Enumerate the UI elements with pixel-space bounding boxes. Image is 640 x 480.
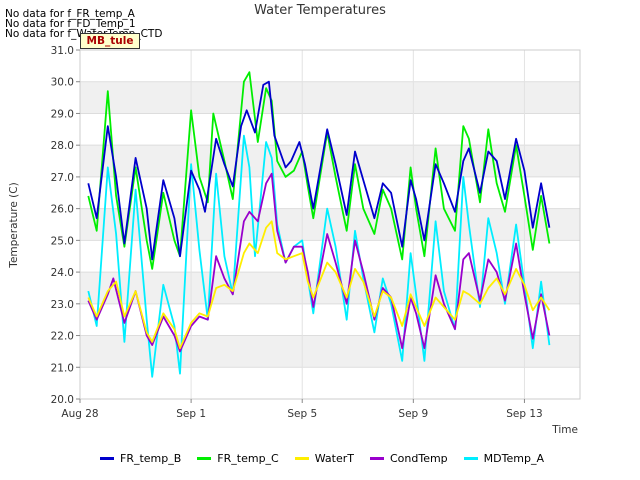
legend-label: MDTemp_A — [483, 452, 544, 465]
series-line-mdtemp-a — [87, 134, 551, 378]
legend-item: FR_temp_C — [197, 452, 279, 465]
x-tick-label: Sep 13 — [506, 408, 543, 420]
y-axis-label: Temperature (C) — [8, 182, 20, 268]
legend-swatch — [463, 457, 478, 460]
legend-swatch — [100, 457, 114, 460]
y-tick-label: 30.0 — [51, 77, 74, 89]
y-tick-label: 20.0 — [51, 394, 74, 406]
y-tick-label: 31.0 — [51, 45, 74, 57]
legend-item: CondTemp — [369, 452, 448, 465]
legend-label: FR_temp_C — [217, 452, 279, 465]
y-tick-label: 24.0 — [51, 267, 74, 279]
series-line-fr-temp-b — [87, 80, 551, 261]
legend-swatch — [294, 457, 309, 460]
site-badge: MB_tule — [80, 33, 140, 49]
legend-item: FR_temp_B — [100, 452, 181, 465]
x-tick-label: Aug 28 — [61, 408, 98, 420]
y-tick-label: 26.0 — [51, 204, 74, 216]
no-data-note-2: No data for f_FD_Temp_1 — [5, 18, 136, 30]
legend-label: WaterT — [314, 452, 354, 465]
chart-title: Water Temperatures — [254, 3, 386, 18]
y-tick-label: 22.0 — [51, 331, 74, 343]
y-tick-label: 23.0 — [51, 299, 74, 311]
series-line-watert — [87, 220, 551, 350]
x-tick-label: Sep 1 — [176, 408, 206, 420]
grid-band — [80, 81, 580, 114]
x-tick-label: Sep 9 — [398, 408, 428, 420]
chart-legend: FR_temp_B FR_temp_C WaterT CondTemp MDTemp_A — [100, 452, 544, 465]
legend-label: FR_temp_B — [120, 452, 182, 465]
y-tick-label: 29.0 — [51, 108, 74, 120]
grid-band — [80, 335, 580, 368]
y-tick-label: 21.0 — [51, 362, 74, 374]
y-tick-label: 27.0 — [51, 172, 74, 184]
x-axis-label: Time — [551, 424, 578, 436]
series-line-fr-temp-c — [87, 71, 551, 270]
no-data-note-1: No data for f_FR_temp_A — [5, 8, 135, 20]
legend-item: MDTemp_A — [463, 452, 544, 465]
plot-frame — [79, 49, 581, 400]
legend-label: CondTemp — [389, 452, 448, 465]
legend-item: WaterT — [294, 452, 354, 465]
legend-swatch — [369, 457, 384, 460]
y-tick-label: 25.0 — [51, 235, 74, 247]
y-tick-label: 28.0 — [51, 140, 74, 152]
x-tick-label: Sep 5 — [287, 408, 317, 420]
legend-swatch — [197, 457, 212, 460]
